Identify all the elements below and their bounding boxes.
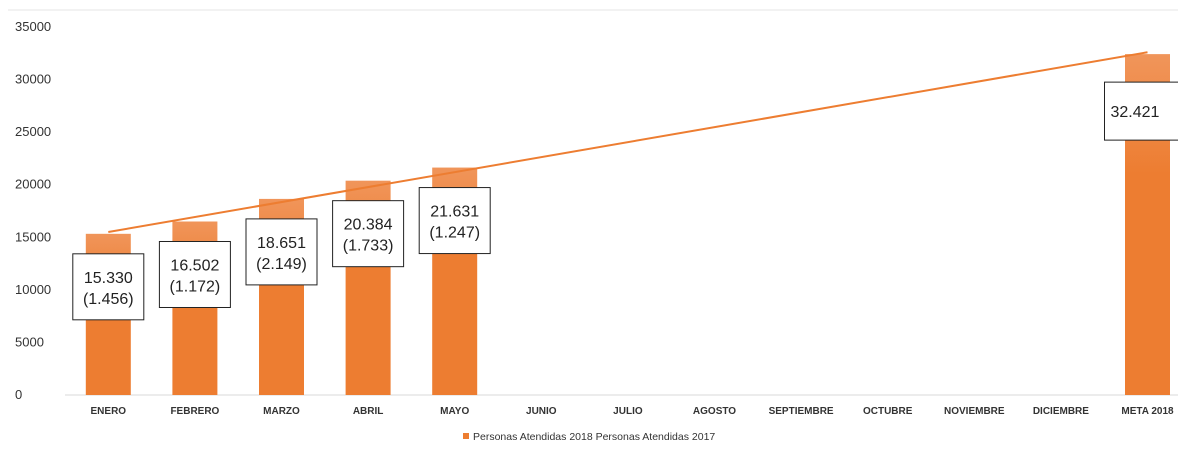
x-tick-label: DICIEMBRE [1033,406,1089,417]
data-label-box [72,253,145,321]
data-label-box [1104,81,1178,141]
data-label-box [332,200,405,268]
data-label-2017: (1.247) [429,225,480,242]
data-label: 16.502 [170,257,219,274]
x-tick-label: SEPTIEMBRE [769,406,834,417]
plot-area: 0 5000 10000 15000 20000 25000 30000 35000 ENERO… [8,9,1178,417]
legend: Personas Atendidas 2018 Personas Atendid… [463,431,715,443]
data-label-2017: (1.733) [343,238,394,255]
trendline [108,51,1148,234]
y-tick-label: 10000 [15,282,51,297]
y-tick-label: 35000 [15,19,51,34]
x-tick-label: MAYO [440,406,469,417]
legend-label: Personas Atendidas 2018 Personas Atendid… [473,431,715,443]
x-tick-label: OCTUBRE [863,406,913,417]
x-tick-label: FEBRERO [170,406,219,417]
y-tick-label: 20000 [15,177,51,192]
x-tick-label: AGOSTO [693,406,736,417]
data-label: 15.330 [84,270,133,287]
data-label-box [245,218,318,286]
y-tick-label: 15000 [15,229,51,244]
data-label: 18.651 [257,235,306,252]
x-tick-label: ENERO [91,406,127,417]
data-label-2017: (1.172) [170,278,221,295]
data-label-box [158,240,231,308]
x-tick-label: NOVIEMBRE [944,406,1005,417]
data-label: 32.421 [1111,104,1160,121]
data-label-2017: (1.456) [83,291,134,308]
x-tick-label: JUNIO [526,406,557,417]
data-label: 21.631 [430,204,479,221]
y-tick-label: 30000 [15,72,51,87]
data-label-2017: (2.149) [256,256,307,273]
y-tick-label: 25000 [15,124,51,139]
data-label-box [418,187,491,255]
x-tick-label: ABRIL [353,406,384,417]
x-tick-label: META 2018 [1121,406,1174,417]
x-tick-label: MARZO [263,406,300,417]
y-tick-label: 0 [15,387,22,402]
y-tick-label: 5000 [15,334,44,349]
legend-swatch [463,433,469,439]
x-tick-label: JULIO [613,406,643,417]
data-label: 20.384 [344,217,393,234]
